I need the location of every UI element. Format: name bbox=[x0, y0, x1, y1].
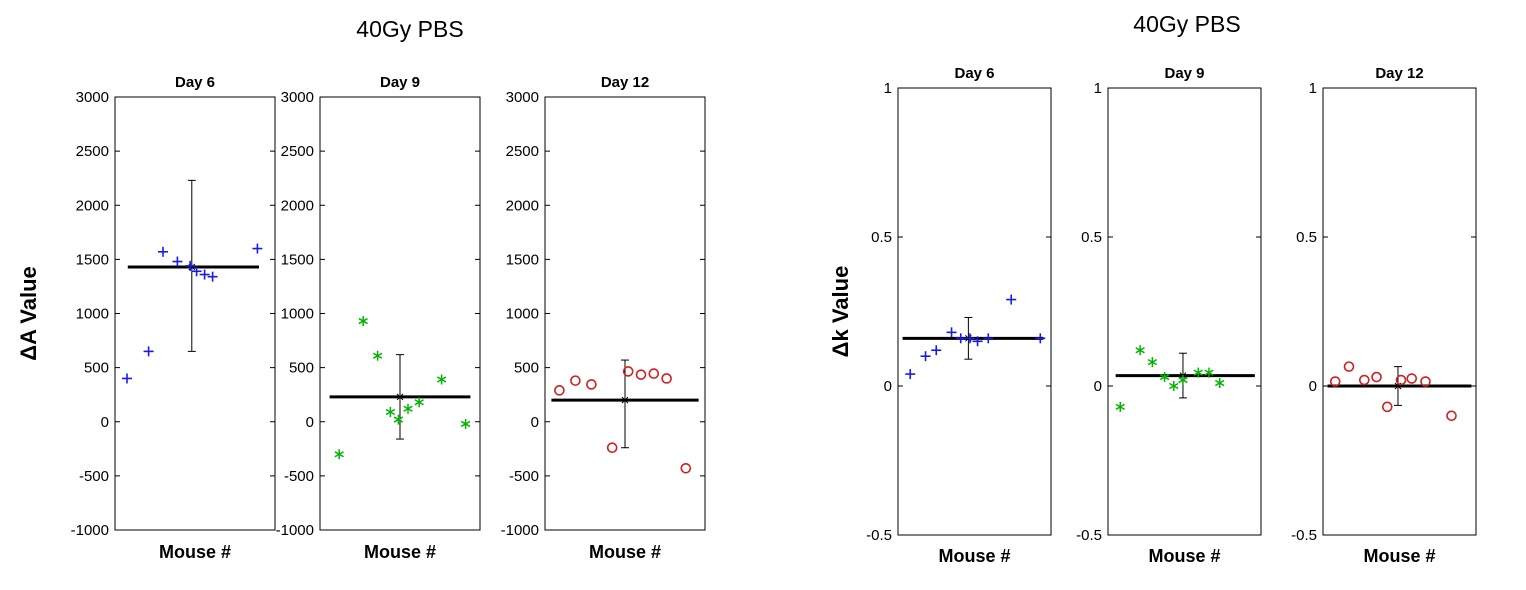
y-tick-label: 1500 bbox=[281, 251, 314, 268]
panel-title: Day 9 bbox=[380, 74, 420, 91]
y-tick-label: 1 bbox=[884, 80, 892, 97]
panel-day-12: Day 12 Mouse # 1 0.5 0 -0.5 bbox=[1291, 65, 1477, 566]
data-point-marker bbox=[1420, 376, 1431, 387]
y-tick-label: -500 bbox=[284, 468, 314, 485]
axes-box bbox=[1322, 87, 1477, 536]
panel-day-6: Day 6 Mouse # 3000 2500 2000 1500 1000 500 0 -500… bbox=[71, 74, 276, 562]
data-point-marker bbox=[1371, 371, 1382, 383]
data-point-marker bbox=[586, 379, 597, 390]
y-tick-label: 3000 bbox=[506, 89, 539, 106]
data-point-marker bbox=[648, 368, 660, 379]
y-tick-label: 2500 bbox=[506, 143, 539, 160]
data-point-marker bbox=[1406, 373, 1418, 384]
y-tick-label: 0 bbox=[531, 414, 539, 431]
data-point-marker bbox=[622, 366, 634, 377]
y-tick-label: 1500 bbox=[76, 251, 109, 268]
x-axis-label: Mouse # bbox=[364, 542, 436, 562]
panel-title: Day 9 bbox=[1164, 65, 1204, 82]
axes-box bbox=[319, 96, 481, 531]
data-point-marker bbox=[1395, 374, 1407, 386]
y-tick-label: 2000 bbox=[281, 197, 314, 214]
y-tick-label: -1000 bbox=[276, 522, 314, 539]
data-point-marker bbox=[606, 442, 618, 454]
y-tick-label: 2000 bbox=[76, 197, 109, 214]
y-tick-label: -1000 bbox=[71, 522, 109, 539]
data-point-marker bbox=[1359, 374, 1370, 386]
y-tick-label: 2500 bbox=[281, 143, 314, 160]
y-axis-label: ΔA Value bbox=[16, 266, 41, 360]
y-tick-label: -1000 bbox=[501, 522, 539, 539]
y-tick-label: 0.5 bbox=[1296, 229, 1317, 246]
data-point-marker bbox=[1329, 376, 1341, 387]
y-tick-label: 3000 bbox=[76, 89, 109, 106]
y-axis-label: Δk Value bbox=[828, 266, 853, 358]
y-tick-label: 0 bbox=[101, 414, 109, 431]
axes-box bbox=[897, 87, 1052, 536]
x-axis-label: Mouse # bbox=[1148, 546, 1220, 566]
y-tick-label: 0 bbox=[306, 414, 314, 431]
y-tick-label: -0.5 bbox=[1076, 527, 1102, 544]
axes-box bbox=[114, 96, 276, 531]
x-axis-label: Mouse # bbox=[159, 542, 231, 562]
y-tick-label: 0.5 bbox=[1081, 229, 1102, 246]
y-tick-label: 1 bbox=[1309, 80, 1317, 97]
data-point-marker bbox=[554, 385, 565, 396]
data-point-marker bbox=[1381, 401, 1393, 413]
y-tick-label: 0 bbox=[1309, 378, 1317, 395]
y-tick-label: 0 bbox=[1094, 378, 1102, 395]
y-tick-label: 1 bbox=[1094, 80, 1102, 97]
figure-delta-a: 40Gy PBS ΔA Value Day 6 Mouse # 3000 2500 2000… bbox=[16, 16, 706, 562]
panel-day-12: Day 12 Mouse # 3000 2500 2000 1500 1000 500 0 -50… bbox=[501, 74, 706, 562]
panel-title: Day 6 bbox=[175, 74, 215, 91]
y-tick-label: -500 bbox=[79, 468, 109, 485]
data-point-marker bbox=[635, 369, 647, 380]
y-tick-label: 500 bbox=[84, 360, 109, 377]
y-tick-label: 500 bbox=[289, 360, 314, 377]
y-tick-label: 1500 bbox=[506, 251, 539, 268]
axes-box bbox=[1107, 87, 1262, 536]
panel-day-9: Day 9 Mouse # 3000 2500 2000 1500 1000 500 0 -500… bbox=[276, 74, 481, 562]
data-point-marker bbox=[680, 462, 692, 474]
y-tick-label: 2500 bbox=[76, 143, 109, 160]
figure-delta-k: 40Gy PBS Δk Value Day 6 Mouse #1 0.5 0 -0.5 Day… bbox=[763, 0, 1526, 590]
y-tick-label: 2000 bbox=[506, 197, 539, 214]
y-tick-label: -0.5 bbox=[1291, 527, 1317, 544]
data-point-marker bbox=[1446, 410, 1457, 422]
y-tick-label: -500 bbox=[509, 468, 539, 485]
x-axis-label: Mouse # bbox=[938, 546, 1010, 566]
panel-day-6: Day 6 Mouse # 1 0.5 0 -0.5 bbox=[866, 65, 1052, 566]
y-tick-label: 1000 bbox=[281, 306, 314, 323]
panel-title: Day 6 bbox=[954, 65, 994, 82]
panel-title: Day 12 bbox=[601, 74, 649, 91]
y-tick-label: 0 bbox=[884, 378, 892, 395]
y-tick-label: -0.5 bbox=[866, 527, 892, 544]
y-tick-label: 0.5 bbox=[871, 229, 892, 246]
figure-title: 40Gy PBS bbox=[1133, 11, 1240, 37]
x-axis-label: Mouse # bbox=[589, 542, 661, 562]
panel-day-9: Day 9 Mouse # 1 0.5 0 -0.5 bbox=[1076, 65, 1262, 566]
data-point-marker bbox=[661, 373, 672, 384]
data-point-marker bbox=[570, 375, 581, 386]
y-tick-label: 3000 bbox=[281, 89, 314, 106]
data-point-marker bbox=[1343, 361, 1355, 372]
panel-title: Day 12 bbox=[1375, 65, 1423, 82]
delta-a-figure-svg: 40Gy PBS ΔA Value Day 6 Mouse # 3000 2500 2000… bbox=[16, 16, 706, 562]
figure-title: 40Gy PBS bbox=[356, 16, 463, 42]
y-tick-label: 1000 bbox=[506, 306, 539, 323]
x-axis-label: Mouse # bbox=[1363, 546, 1435, 566]
y-tick-label: 500 bbox=[514, 360, 539, 377]
axes-box bbox=[544, 96, 706, 531]
y-tick-label: 1000 bbox=[76, 306, 109, 323]
